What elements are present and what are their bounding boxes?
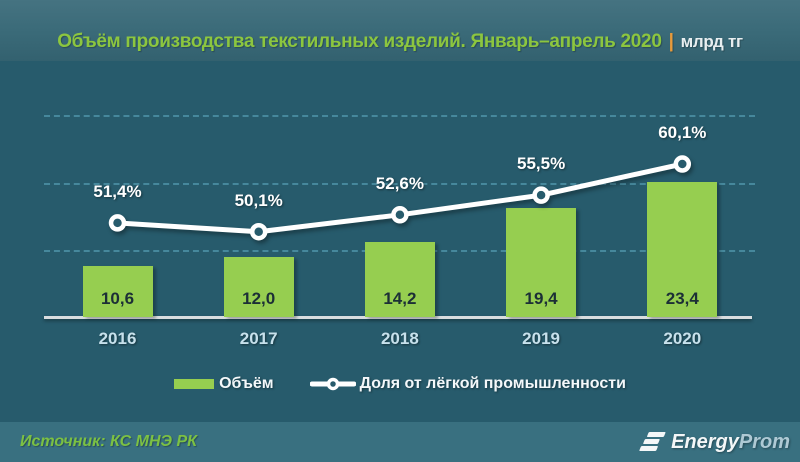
line-value-label: 50,1%: [234, 190, 283, 210]
legend: Объём Доля от лёгкой промышленности: [0, 373, 800, 395]
line-value-label: 51,4%: [93, 181, 142, 201]
footer: Источник: КС МНЭ РК EnergyProm: [0, 422, 800, 462]
line-marker: [532, 186, 550, 204]
x-axis-label-2016: 2016: [98, 329, 137, 348]
logo-text: EnergyProm: [671, 430, 790, 453]
bar-value-label: 14,2: [383, 289, 417, 309]
source-caption: Источник: КС МНЭ РК: [20, 433, 198, 450]
bar-2016: 10,6: [82, 266, 153, 318]
line-value-label: 55,5%: [516, 154, 566, 174]
line-value-label: 52,6%: [375, 173, 424, 193]
line-marker: [108, 214, 127, 232]
x-axis-line: [44, 316, 752, 319]
line-marker: [249, 222, 268, 241]
page-title: Объём производства текстильных изделий. …: [57, 31, 743, 53]
bar-2017: 12,0: [223, 256, 294, 318]
legend-item-volume: Объём: [174, 375, 274, 393]
bar-2019: 19,4: [506, 207, 577, 318]
line-value-label: 60,1%: [658, 123, 707, 143]
gridline: [44, 183, 755, 185]
bar-2018: 14,2: [364, 242, 435, 318]
bar-2020: 23,4: [647, 181, 718, 318]
line-marker: [673, 155, 692, 173]
x-axis-label-2017: 2017: [239, 329, 278, 348]
legend-label: Доля от лёгкой промышленности: [359, 375, 626, 392]
line-marker: [391, 206, 409, 224]
legend-label: Объём: [219, 375, 274, 392]
title-units: млрд тг: [680, 32, 743, 51]
x-axis-label-2020: 2020: [663, 329, 702, 348]
chart-header: Объём производства текстильных изделий. …: [0, 0, 800, 61]
bar-value-label: 19,4: [524, 289, 558, 309]
x-axis-label-2018: 2018: [380, 329, 419, 348]
gridline: [44, 115, 755, 117]
line-series-marker-icon: [309, 377, 356, 391]
x-axis-label-2019: 2019: [522, 329, 560, 348]
bar-value-label: 10,6: [100, 289, 135, 309]
legend-item-share: Доля от лёгкой промышленности: [309, 375, 626, 393]
bar-value-label: 12,0: [242, 289, 276, 309]
bar-value-label: 23,4: [665, 289, 699, 309]
energyprom-logo: EnergyProm: [636, 429, 790, 455]
title-separator: |: [668, 31, 674, 52]
energyprom-logo-icon: [639, 432, 666, 451]
title-text: Объём производства текстильных изделий. …: [57, 31, 662, 52]
bar-series-swatch: [174, 379, 215, 389]
